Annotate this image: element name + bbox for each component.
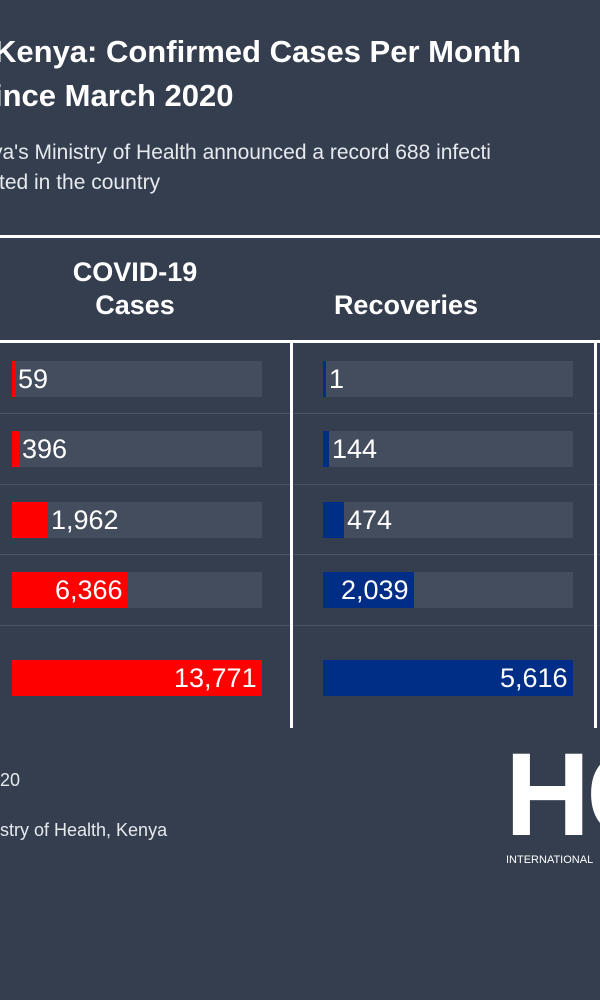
recoveries-bar-track: 5,616 <box>323 660 573 696</box>
logo-subtext: INTERNATIONAL <box>506 854 594 866</box>
recoveries-value-label: 474 <box>347 505 393 535</box>
row-divider <box>0 484 600 485</box>
date-note: 20 <box>0 770 21 790</box>
column-header-recoveries: Recoveries <box>333 290 479 320</box>
recoveries-bar-track: 144 <box>323 431 573 467</box>
top-rule <box>0 235 600 238</box>
recoveries-bar <box>323 361 326 397</box>
recoveries-bar <box>323 660 573 696</box>
cases-value-label: 59 <box>18 364 49 394</box>
row-divider <box>0 413 600 414</box>
column-divider <box>290 343 293 728</box>
cases-bar <box>12 431 19 467</box>
cases-bar <box>12 361 15 397</box>
recoveries-bar <box>323 572 414 608</box>
cases-bar-track: 396 <box>12 431 262 467</box>
cases-bar <box>12 502 48 538</box>
header-rule <box>0 340 600 343</box>
cases-bar-track: 6,366 <box>12 572 262 608</box>
cases-bar-track: 59 <box>12 361 262 397</box>
cases-value-label: 13,771 <box>174 663 257 693</box>
column-divider <box>594 343 597 728</box>
cases-value-label: 396 <box>22 434 68 464</box>
source-note: stry of Health, Kenya <box>0 820 168 840</box>
row-divider <box>0 554 600 555</box>
cases-value-label: 1,962 <box>51 505 119 535</box>
row-divider <box>0 625 600 626</box>
chart-title: Kenya: Confirmed Cases Per Month ince Ma… <box>0 34 522 113</box>
recoveries-bar-track: 474 <box>323 502 573 538</box>
recoveries-bar <box>323 502 344 538</box>
recoveries-bar <box>323 431 329 467</box>
column-header-cases: COVID-19 Cases <box>72 257 198 320</box>
cases-bar-track: 1,962 <box>12 502 262 538</box>
recoveries-bar-track: 1 <box>323 361 573 397</box>
recoveries-value-label: 2,039 <box>341 575 409 605</box>
recoveries-value-label: 5,616 <box>500 663 568 693</box>
cases-bar-track: 13,771 <box>12 660 262 696</box>
logo-letters: HC <box>505 740 600 861</box>
recoveries-value-label: 1 <box>329 364 345 394</box>
cases-value-label: 6,366 <box>55 575 123 605</box>
publisher-logo: HC INTERNATIONAL <box>505 740 600 870</box>
cases-bar <box>12 660 262 696</box>
cases-bar <box>12 572 128 608</box>
recoveries-value-label: 144 <box>332 434 378 464</box>
chart-subtitle: ya's Ministry of Health announced a reco… <box>0 141 491 194</box>
recoveries-bar-track: 2,039 <box>323 572 573 608</box>
